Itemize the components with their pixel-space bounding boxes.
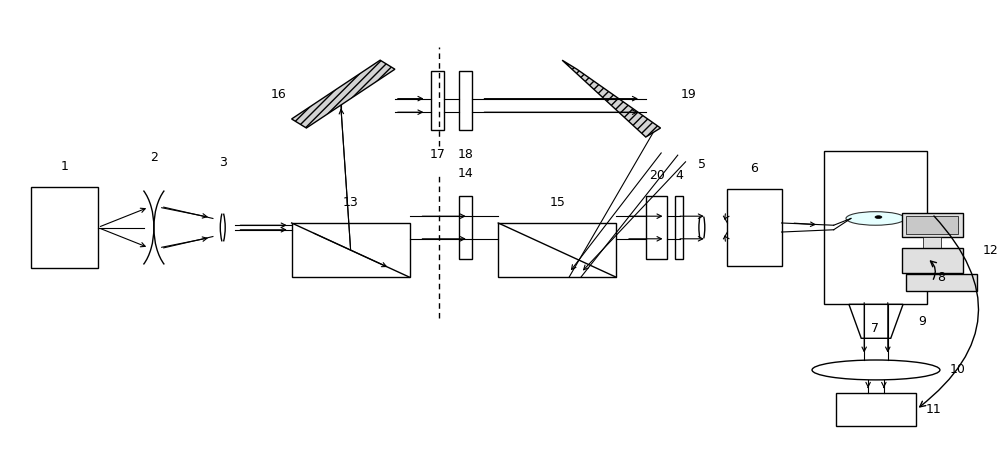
- Polygon shape: [849, 304, 903, 339]
- Bar: [498, 223, 616, 277]
- Bar: [836, 393, 916, 426]
- Bar: [31, 187, 98, 268]
- Text: 4: 4: [675, 169, 683, 182]
- Text: 20: 20: [649, 169, 665, 182]
- Text: 16: 16: [271, 88, 287, 101]
- Bar: [906, 216, 958, 234]
- Text: 3: 3: [219, 156, 227, 169]
- Text: 11: 11: [926, 403, 942, 416]
- Ellipse shape: [875, 216, 882, 218]
- Text: 1: 1: [60, 160, 68, 173]
- Bar: [824, 151, 927, 304]
- Text: 17: 17: [430, 148, 446, 162]
- Bar: [646, 196, 667, 259]
- Bar: [902, 248, 963, 273]
- Text: 13: 13: [343, 197, 359, 209]
- Text: 18: 18: [457, 148, 473, 162]
- Text: 15: 15: [549, 197, 565, 209]
- Text: 14: 14: [457, 167, 473, 180]
- Bar: [675, 196, 683, 259]
- Text: 9: 9: [918, 315, 926, 328]
- Bar: [923, 237, 941, 250]
- Text: 5: 5: [698, 158, 706, 171]
- Polygon shape: [292, 60, 395, 128]
- Bar: [459, 71, 472, 130]
- Text: 8: 8: [937, 271, 945, 284]
- Bar: [431, 71, 444, 130]
- Text: 6: 6: [751, 162, 758, 176]
- Ellipse shape: [812, 360, 940, 380]
- Bar: [459, 196, 472, 259]
- Text: 7: 7: [871, 323, 879, 335]
- Polygon shape: [562, 60, 661, 137]
- Text: 2: 2: [150, 151, 158, 164]
- Text: 19: 19: [680, 88, 696, 101]
- Bar: [727, 189, 782, 266]
- Bar: [902, 213, 963, 237]
- Text: 12: 12: [982, 243, 998, 257]
- Bar: [292, 223, 410, 277]
- Text: 10: 10: [950, 364, 966, 376]
- Ellipse shape: [846, 212, 905, 225]
- Bar: [906, 273, 977, 291]
